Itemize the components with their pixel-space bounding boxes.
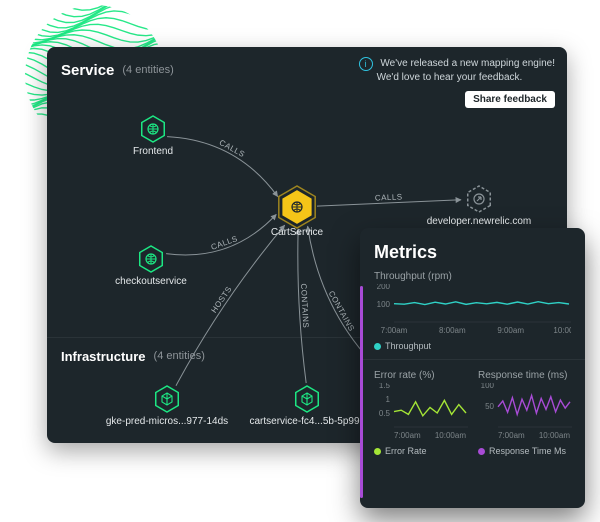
throughput-legend: Throughput [374, 341, 571, 351]
svg-text:10:00am: 10:00am [435, 431, 466, 439]
svg-text:7:00am: 7:00am [498, 431, 525, 439]
response-label: Response time (ms) [478, 370, 572, 381]
svg-text:50: 50 [485, 402, 494, 411]
svg-text:7:00am: 7:00am [381, 326, 408, 334]
svg-text:100: 100 [481, 383, 495, 390]
node-gke[interactable]: gke-pred-micros...977-14ds [106, 386, 228, 427]
error-label: Error rate (%) [374, 370, 468, 381]
svg-text:10:00am: 10:00am [539, 431, 570, 439]
external-icon [474, 194, 484, 204]
cube-icon [162, 393, 172, 405]
svg-text:0.5: 0.5 [379, 409, 391, 418]
edge-gke-cart[interactable] [176, 225, 285, 386]
node-label: gke-pred-micros...977-14ds [106, 416, 228, 427]
node-cart[interactable]: CartService [271, 186, 324, 238]
node-pod[interactable]: cartservice-fc4...5b-5p99c [249, 386, 364, 427]
svg-text:1.5: 1.5 [379, 383, 391, 390]
svg-text:100: 100 [377, 300, 391, 309]
edge-label: CONTAINS [327, 289, 357, 333]
svg-text:9:00am: 9:00am [497, 326, 524, 334]
throughput-label: Throughput (rpm) [374, 271, 571, 282]
edge-label: CONTAINS [299, 283, 310, 328]
svg-text:7:00am: 7:00am [394, 431, 421, 439]
node-label: developer.newrelic.com [427, 216, 532, 227]
node-label: Frontend [133, 146, 173, 157]
edge-label: CALLS [218, 138, 247, 159]
node-frontend[interactable]: Frontend [133, 116, 173, 157]
cube-icon [302, 393, 312, 405]
globe-icon [146, 254, 156, 264]
response-chart[interactable]: 50 100 7:00am 10:00am [478, 383, 572, 439]
node-checkout[interactable]: checkoutservice [115, 246, 187, 287]
accent-bar [360, 286, 363, 498]
error-legend: Error Rate [374, 446, 468, 456]
svg-text:1: 1 [386, 395, 391, 404]
metrics-divider [360, 359, 585, 360]
svg-text:8:00am: 8:00am [439, 326, 466, 334]
node-label: cartservice-fc4...5b-5p99c [249, 416, 364, 427]
node-external[interactable]: developer.newrelic.com [427, 186, 532, 227]
svg-text:200: 200 [377, 284, 391, 291]
globe-icon [292, 202, 302, 212]
svg-text:10:00am: 10:00am [553, 326, 571, 334]
response-legend: Response Time Ms [478, 446, 572, 456]
node-label: checkoutservice [115, 276, 187, 287]
error-chart[interactable]: 0.5 1 1.5 7:00am 10:00am [374, 383, 468, 439]
node-label: CartService [271, 227, 324, 238]
metrics-panel: Metrics Throughput (rpm) 100 200 7:00am 8:0… [360, 228, 585, 508]
throughput-chart[interactable]: 100 200 7:00am 8:00am 9:00am 10:00am [374, 284, 571, 334]
metrics-title: Metrics [374, 242, 571, 263]
globe-icon [148, 124, 158, 134]
edge-label: CALLS [375, 192, 403, 202]
